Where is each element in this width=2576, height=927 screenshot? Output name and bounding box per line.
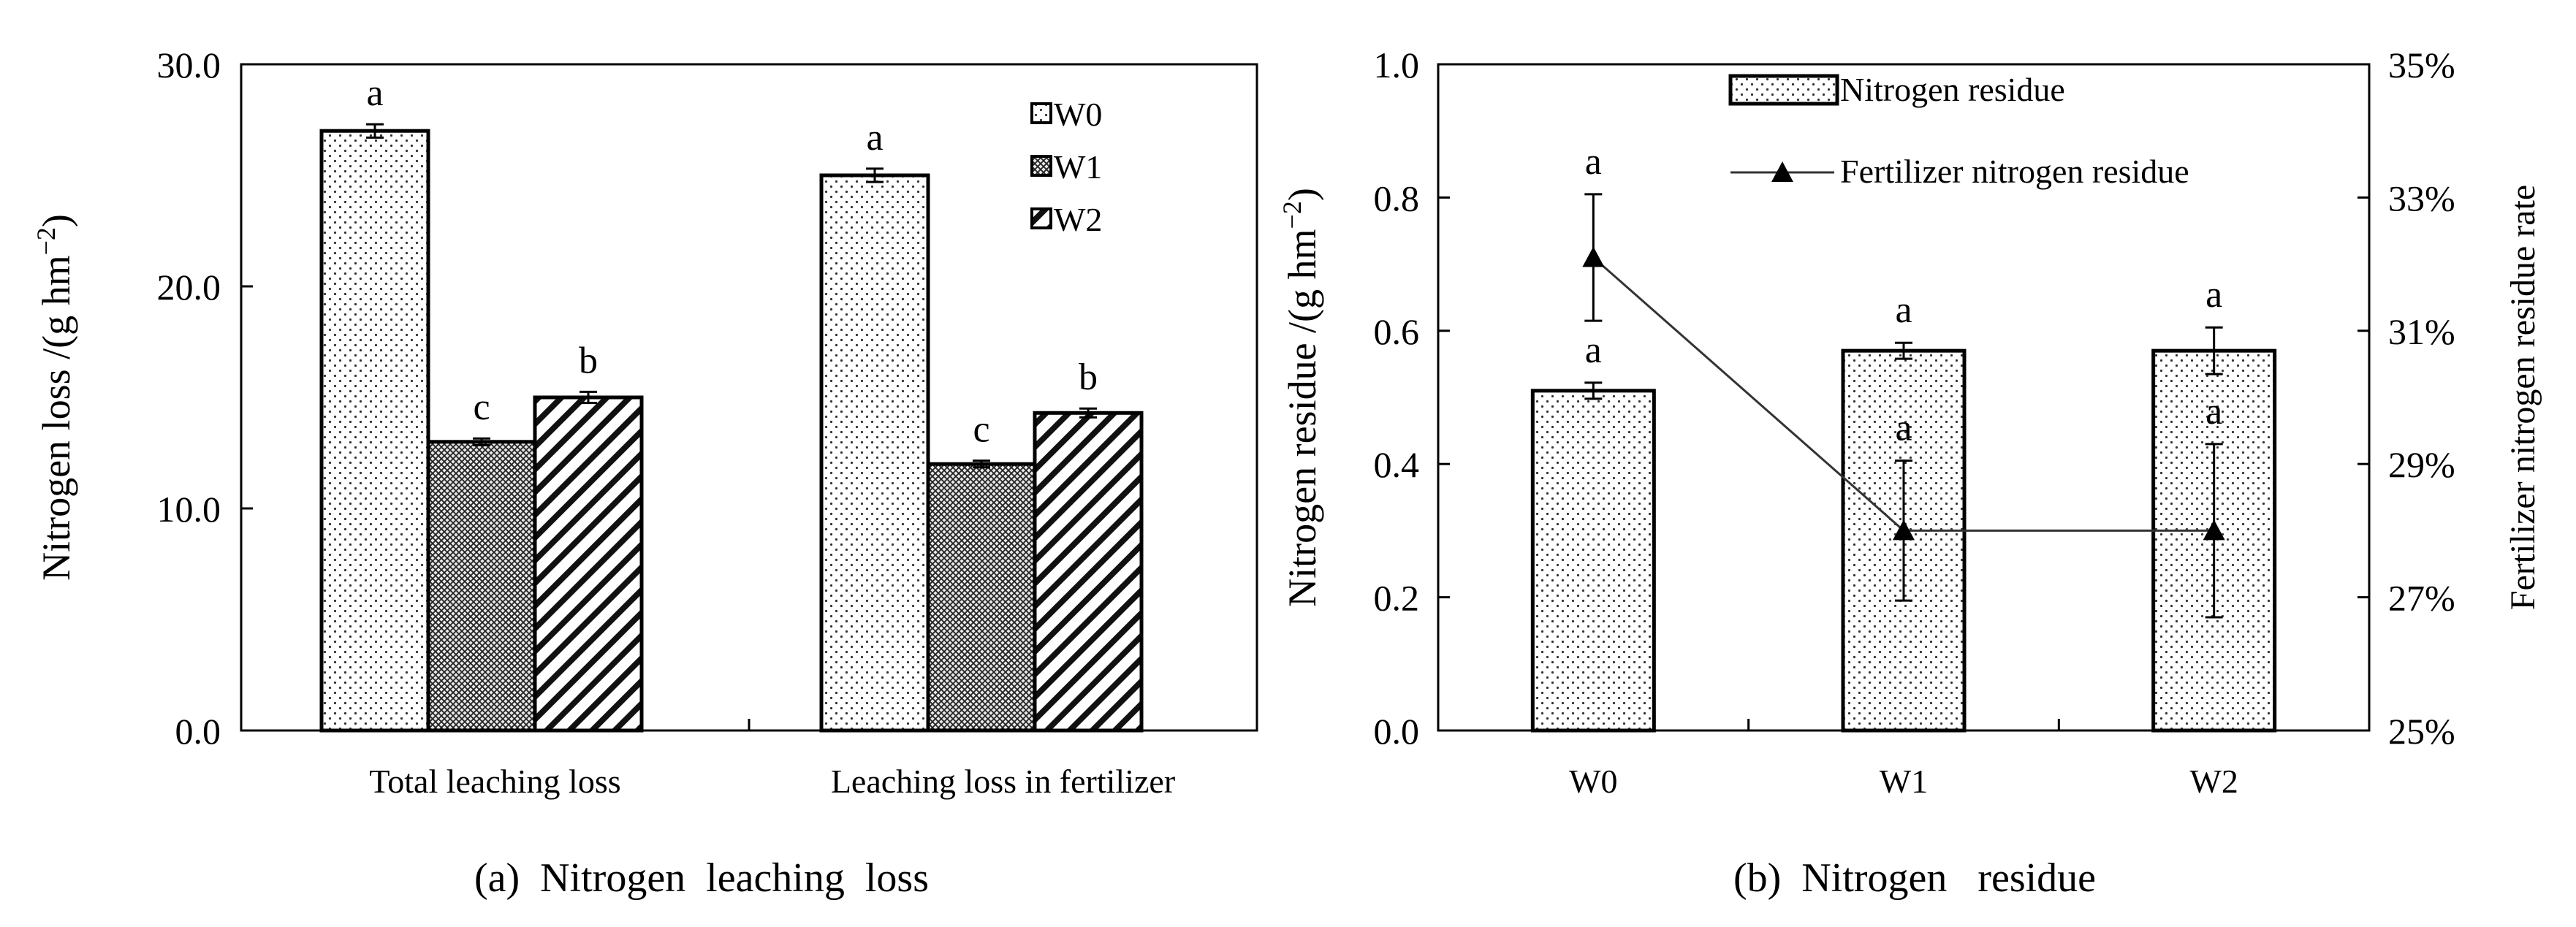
legend-label: Fertilizer nitrogen residue bbox=[1840, 153, 2189, 190]
y-tick-label: 10.0 bbox=[157, 489, 221, 530]
bar-w0 bbox=[319, 129, 430, 733]
x-category-label: W0 bbox=[1569, 763, 1617, 800]
legend-swatch-w0 bbox=[1030, 102, 1052, 124]
significance-letter: a bbox=[2205, 274, 2222, 316]
y-axis-label: Nitrogen loss /(g hm−2) bbox=[31, 214, 78, 581]
y2-tick-label: 25% bbox=[2388, 711, 2455, 752]
legend-label: W1 bbox=[1054, 148, 1102, 186]
legend-label: W0 bbox=[1054, 96, 1102, 133]
significance-letter: c bbox=[973, 409, 989, 451]
y-tick-label: 0.0 bbox=[175, 711, 221, 752]
chart-panel-b: 0.0 0.2 0.4 0.6 0.8 1.0 25% 27% 29% 31% 33% 35% W0 a W… bbox=[1277, 45, 2542, 800]
x-category-label: W1 bbox=[1880, 763, 1928, 800]
significance-letter: b bbox=[1079, 356, 1098, 398]
bar-w0 bbox=[819, 173, 930, 733]
legend-label: W2 bbox=[1054, 201, 1102, 238]
significance-letter: a bbox=[1895, 408, 1912, 449]
line-point-marker bbox=[1893, 519, 1915, 541]
bar-w1 bbox=[926, 462, 1037, 733]
y-tick-label: 0.0 bbox=[1374, 711, 1420, 752]
y-tick-label: 30.0 bbox=[157, 45, 221, 85]
significance-letter: c bbox=[473, 386, 490, 428]
y2-tick-label: 33% bbox=[2388, 178, 2455, 218]
legend-label: Nitrogen residue bbox=[1840, 71, 2065, 108]
y-tick-label: 20.0 bbox=[157, 267, 221, 308]
bar-w1 bbox=[426, 440, 537, 733]
legend-swatch-nitrogen-residue bbox=[1728, 74, 1839, 106]
x-category-label: Leaching loss in fertilizer bbox=[831, 763, 1175, 800]
y-tick-label: 0.8 bbox=[1374, 178, 1420, 218]
bar-nitrogen-residue bbox=[1530, 389, 1656, 733]
bar-w2 bbox=[1033, 411, 1144, 733]
significance-letter: b bbox=[579, 340, 598, 381]
y-tick-label: 0.6 bbox=[1374, 311, 1420, 352]
line-point-marker bbox=[1582, 246, 1605, 267]
y2-axis-label: Fertilizer nitrogen residue rate bbox=[2504, 185, 2542, 610]
y-tick-label: 1.0 bbox=[1374, 45, 1420, 85]
y-tick-label: 0.2 bbox=[1374, 578, 1420, 619]
chart-a-caption: (a) Nitrogen leaching loss bbox=[474, 855, 929, 901]
x-category-label: W2 bbox=[2189, 763, 2238, 800]
significance-letter: a bbox=[1585, 141, 1602, 183]
y2-tick-label: 27% bbox=[2388, 578, 2455, 619]
legend-swatch-w2 bbox=[1030, 207, 1052, 229]
legend-swatch-w1 bbox=[1030, 155, 1052, 177]
y2-tick-label: 35% bbox=[2388, 45, 2455, 85]
y-tick-label: 0.4 bbox=[1374, 444, 1420, 485]
y-axis-label: Nitrogen residue /(g hm−2) bbox=[1277, 188, 1324, 607]
chart-b-caption: (b) Nitrogen residue bbox=[1733, 855, 2096, 901]
significance-letter: a bbox=[1585, 329, 1602, 371]
significance-letter: a bbox=[866, 117, 883, 159]
y2-tick-label: 31% bbox=[2388, 311, 2455, 352]
significance-letter: a bbox=[2205, 391, 2222, 432]
significance-letter: a bbox=[1895, 289, 1912, 331]
legend-marker-fertilizer bbox=[1771, 161, 1793, 182]
line-point-marker bbox=[2203, 519, 2225, 541]
significance-letter: a bbox=[366, 72, 383, 114]
chart-panel-a: 0.0 10.0 20.0 30.0 Total leaching loss a c b Lea… bbox=[31, 45, 1258, 800]
y2-tick-label: 29% bbox=[2388, 444, 2455, 485]
x-category-label: Total leaching loss bbox=[369, 763, 620, 800]
bar-w2 bbox=[533, 395, 644, 733]
